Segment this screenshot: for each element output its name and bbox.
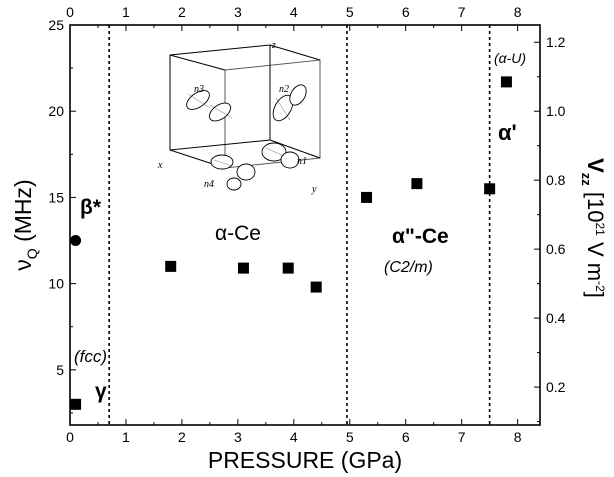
data-point-square <box>282 262 294 274</box>
label-alpha-dprime-ce: α"-Ce <box>392 225 449 248</box>
data-point-circle <box>70 235 82 247</box>
inset-orbital-figure: z x y n1 n2 n3 n4 <box>157 40 321 195</box>
y-axis-right: 0.2 0.4 0.6 0.8 1.0 1.2 <box>534 34 566 423</box>
y2-tick-label: 0.2 <box>546 379 566 395</box>
x-tick-label: 1 <box>122 429 130 445</box>
x-tick-label-top: 3 <box>234 4 242 20</box>
x-axis-bottom: 0 1 2 3 4 5 6 7 8 <box>66 419 522 445</box>
x-tick-label: 5 <box>346 429 354 445</box>
x-tick-label-top: 7 <box>458 4 466 20</box>
x-tick-label-top: 6 <box>402 4 410 20</box>
svg-text:n1: n1 <box>297 156 307 167</box>
y-tick-label: 10 <box>48 276 64 292</box>
data-point-square <box>484 183 496 195</box>
data-point-square <box>165 260 177 272</box>
y2-tick-label: 0.8 <box>546 172 566 188</box>
x-tick-label-top: 2 <box>178 4 186 20</box>
data-point-square <box>361 191 373 203</box>
x-tick-label: 4 <box>290 429 298 445</box>
data-point-square <box>237 262 249 274</box>
x-axis-top: 0 1 2 3 4 5 6 7 8 <box>66 4 522 31</box>
y2-tick-label: 1.2 <box>546 34 566 50</box>
label-alpha-ce: α-Ce <box>215 222 261 245</box>
y-axis-left: 5 10 15 20 25 <box>48 17 76 414</box>
x-tick-label-top: 8 <box>514 4 522 20</box>
label-alpha-prime: α' <box>498 120 517 145</box>
data-point-square <box>500 76 512 88</box>
x-tick-label: 6 <box>402 429 410 445</box>
x-tick-label-top: 1 <box>122 4 130 20</box>
svg-text:n3: n3 <box>194 84 204 95</box>
phase-boundaries <box>108 25 491 425</box>
y-axis-title-left: νQ (MHz) <box>10 179 40 270</box>
y-axis-title-right: Vzz [1021 V m-2] <box>579 158 608 298</box>
x-tick-label-top: 0 <box>66 4 74 20</box>
y-tick-label: 25 <box>48 17 64 33</box>
y2-tick-label: 1.0 <box>546 103 566 119</box>
y-tick-label: 20 <box>48 103 64 119</box>
svg-text:z: z <box>271 40 276 51</box>
svg-text:n4: n4 <box>204 179 214 190</box>
x-tick-label: 0 <box>66 429 74 445</box>
x-tick-label: 3 <box>234 429 242 445</box>
svg-text:νQ (MHz): νQ (MHz) <box>10 179 40 270</box>
svg-text:Vzz [1021 V m-2]: Vzz [1021 V m-2] <box>579 158 608 298</box>
label-beta-star: β* <box>80 196 102 219</box>
label-fcc: (fcc) <box>74 347 107 366</box>
data-point-square <box>70 398 82 410</box>
label-gamma: γ <box>95 380 107 403</box>
label-alpha-u: (α-U) <box>494 50 526 66</box>
x-tick-label: 8 <box>514 429 522 445</box>
x-tick-label: 2 <box>178 429 186 445</box>
data-point-square <box>310 281 322 293</box>
y-tick-label: 15 <box>48 189 64 205</box>
data-markers <box>70 76 512 410</box>
svg-text:x: x <box>157 160 163 171</box>
svg-text:y: y <box>311 184 317 195</box>
x-tick-label-top: 5 <box>346 4 354 20</box>
y-tick-label: 5 <box>56 362 64 378</box>
x-tick-label-top: 4 <box>290 4 298 20</box>
y2-tick-label: 0.6 <box>546 241 566 257</box>
x-axis-title: PRESSURE (GPa) <box>208 447 402 473</box>
y2-tick-label: 0.4 <box>546 310 566 326</box>
label-c2m: (C2/m) <box>384 259 433 276</box>
plot-frame <box>69 24 541 426</box>
svg-text:n2: n2 <box>279 84 289 95</box>
data-point-square <box>411 178 423 190</box>
x-tick-label: 7 <box>458 429 466 445</box>
